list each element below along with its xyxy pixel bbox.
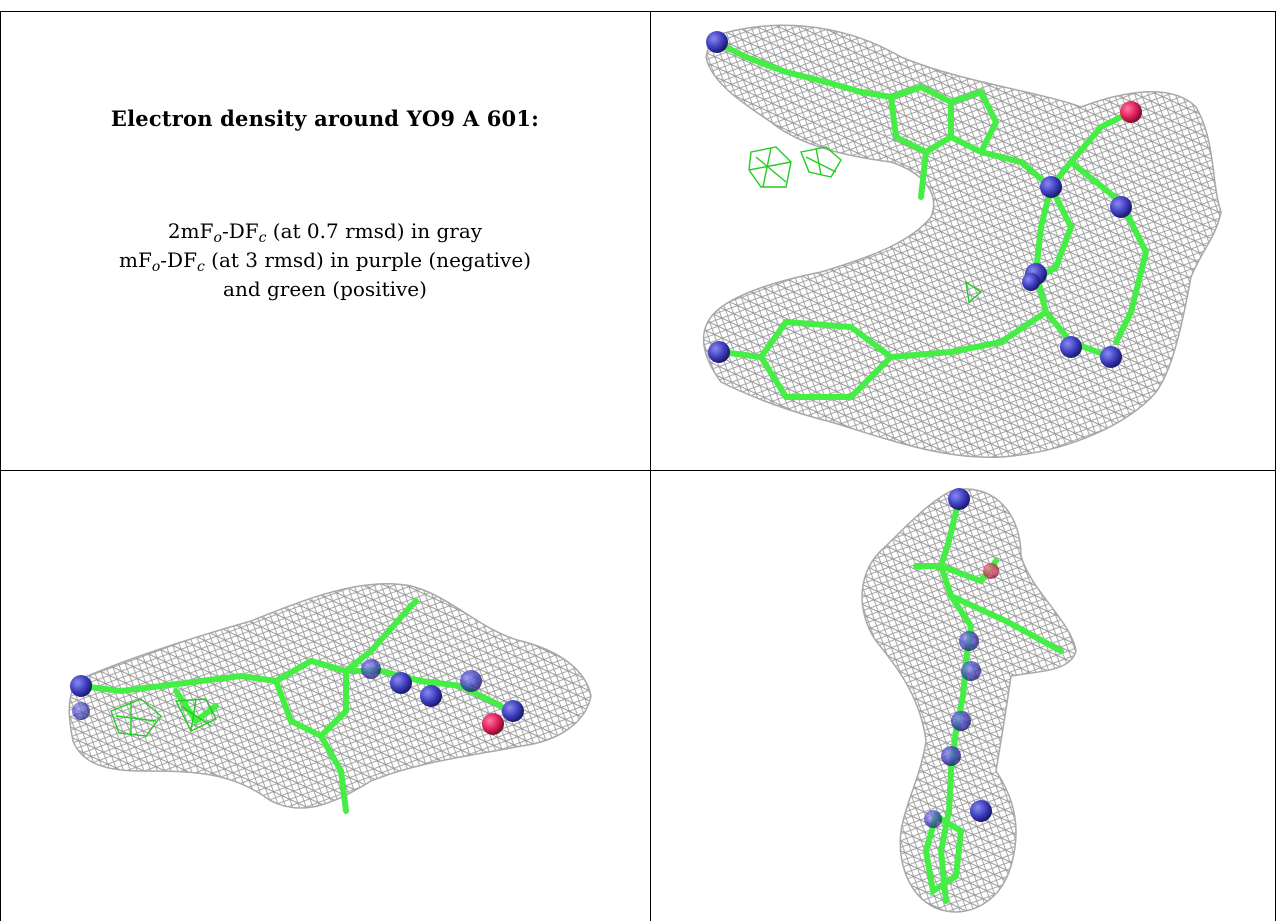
- ligand-density-end-view-icon: [861, 488, 1077, 913]
- legend-line-positive: and green (positive): [223, 277, 427, 301]
- table-left-border: [0, 11, 1, 921]
- density-panel-bottom-left: [1, 471, 650, 921]
- density-panel-bottom-right: [651, 471, 1275, 921]
- legend-line-mfo: mFo-DFc (at 3 rmsd) in purple (negative): [119, 248, 531, 275]
- table-middle-rule-left: [0, 470, 650, 471]
- ligand-density-side-view-icon: [68, 582, 592, 814]
- legend-title: Electron density around YO9 A 601:: [110, 106, 540, 131]
- legend-description: 2mFo-DFc (at 0.7 rmsd) in gray mFo-DFc (…: [0, 217, 650, 304]
- density-panel-top-right: [651, 12, 1275, 470]
- table-middle-rule-right: [650, 470, 1276, 471]
- legend-line-2mfo: 2mFo-DFc (at 0.7 rmsd) in gray: [167, 219, 483, 246]
- table-center-divider: [650, 11, 651, 921]
- table-top-border: [0, 11, 1276, 12]
- ligand-density-front-view-icon: [702, 24, 1222, 459]
- legend-cell: Electron density around YO9 A 601: 2mFo-…: [0, 12, 650, 470]
